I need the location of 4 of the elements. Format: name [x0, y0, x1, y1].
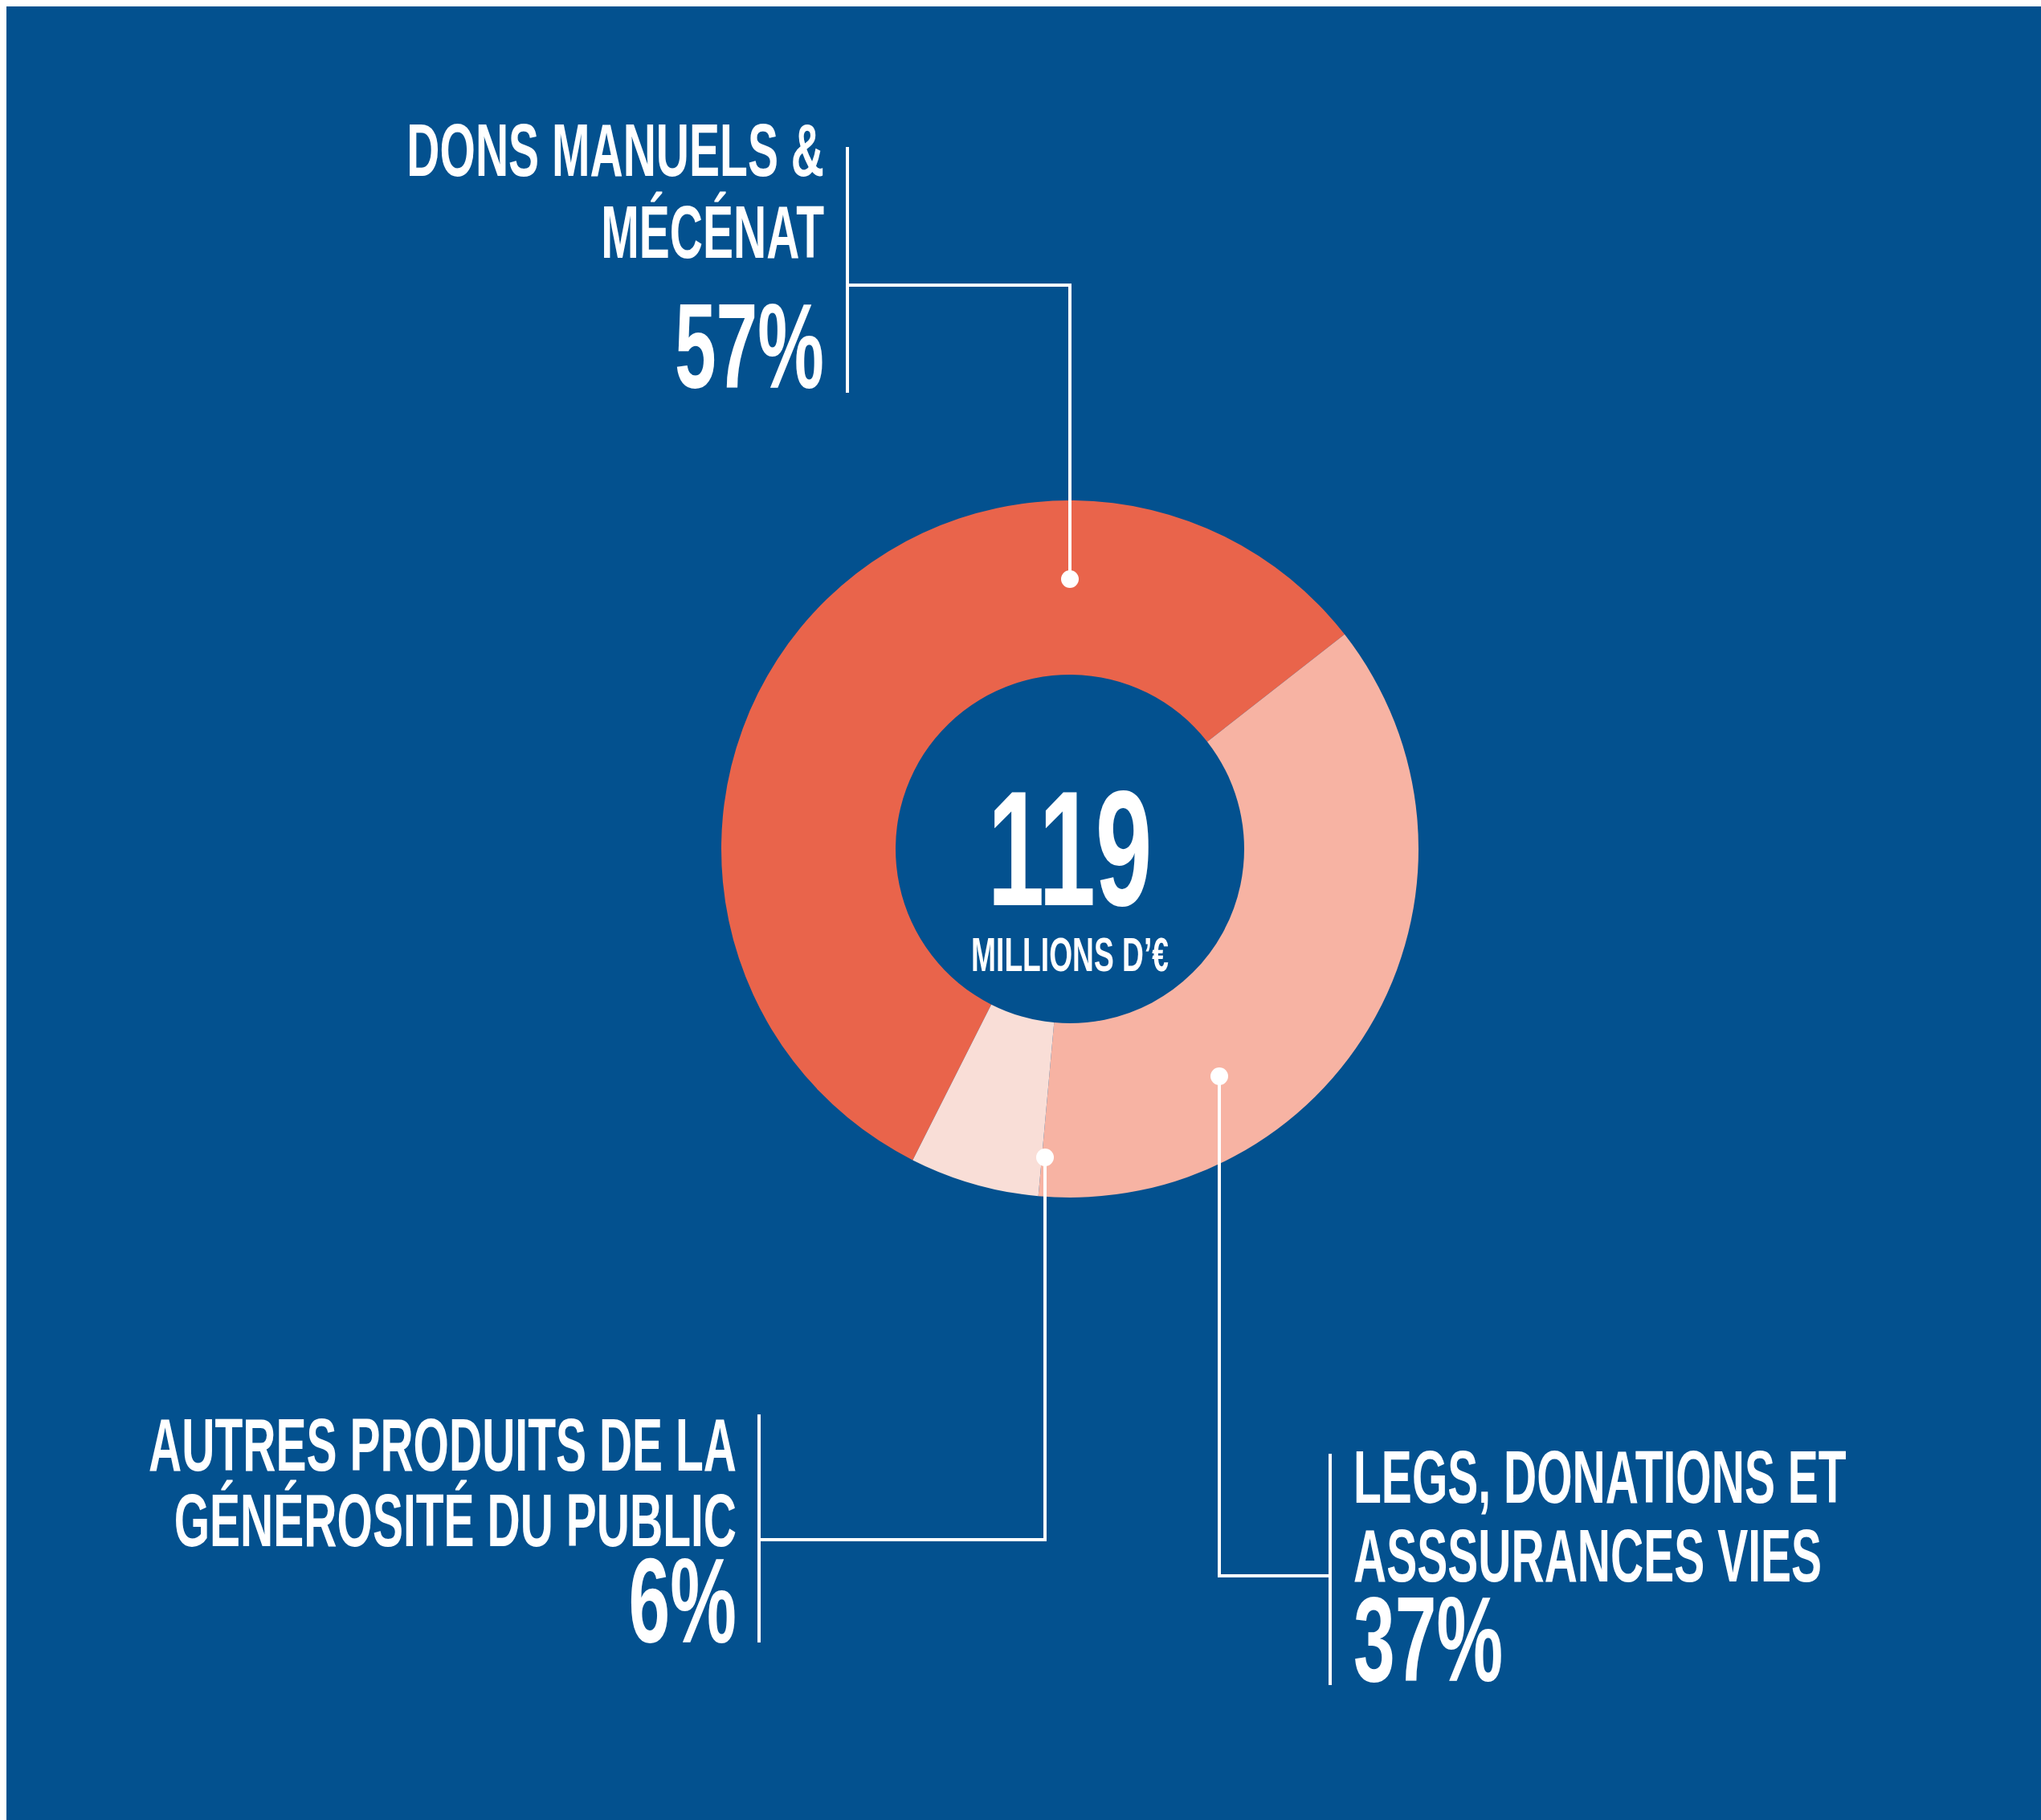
donut-slice: [912, 1004, 1055, 1197]
slice-label: DONS MANUELS & MÉCÉNAT: [406, 109, 824, 274]
data-label: 57%: [674, 279, 824, 414]
donut-slice: [721, 500, 1345, 1161]
